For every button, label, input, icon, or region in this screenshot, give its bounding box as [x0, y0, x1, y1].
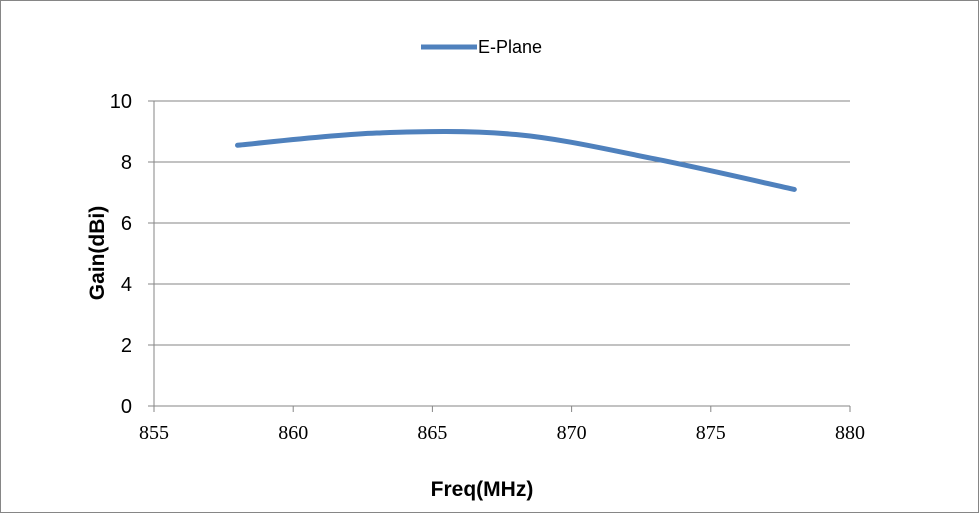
y-tick-label-8: 8 [121, 152, 132, 174]
axes [148, 100, 851, 412]
x-tick-label-870: 870 [557, 422, 587, 444]
gridlines [154, 100, 850, 346]
y-axis-title: Gain(dBi) [86, 206, 109, 301]
series-line-e-plane [235, 129, 797, 192]
y-tick-label-2: 2 [121, 335, 132, 357]
y-tick-label-6: 6 [121, 213, 132, 235]
x-tick-label-865: 865 [417, 422, 447, 444]
legend: E-Plane [421, 37, 542, 57]
x-tick-label-855: 855 [139, 422, 169, 444]
tick-labels: 0 2 4 6 8 10 855 860 865 870 875 880 [110, 91, 865, 444]
y-tick-label-0: 0 [121, 396, 132, 418]
x-axis-title: Freq(MHz) [431, 478, 534, 501]
x-tick-label-860: 860 [278, 422, 308, 444]
series-lines [235, 129, 797, 192]
y-tick-label-4: 4 [121, 274, 132, 296]
y-tick-label-10: 10 [110, 91, 132, 113]
x-tick-label-875: 875 [696, 422, 726, 444]
x-tick-label-880: 880 [835, 422, 865, 444]
legend-label-e-plane: E-Plane [478, 37, 542, 57]
